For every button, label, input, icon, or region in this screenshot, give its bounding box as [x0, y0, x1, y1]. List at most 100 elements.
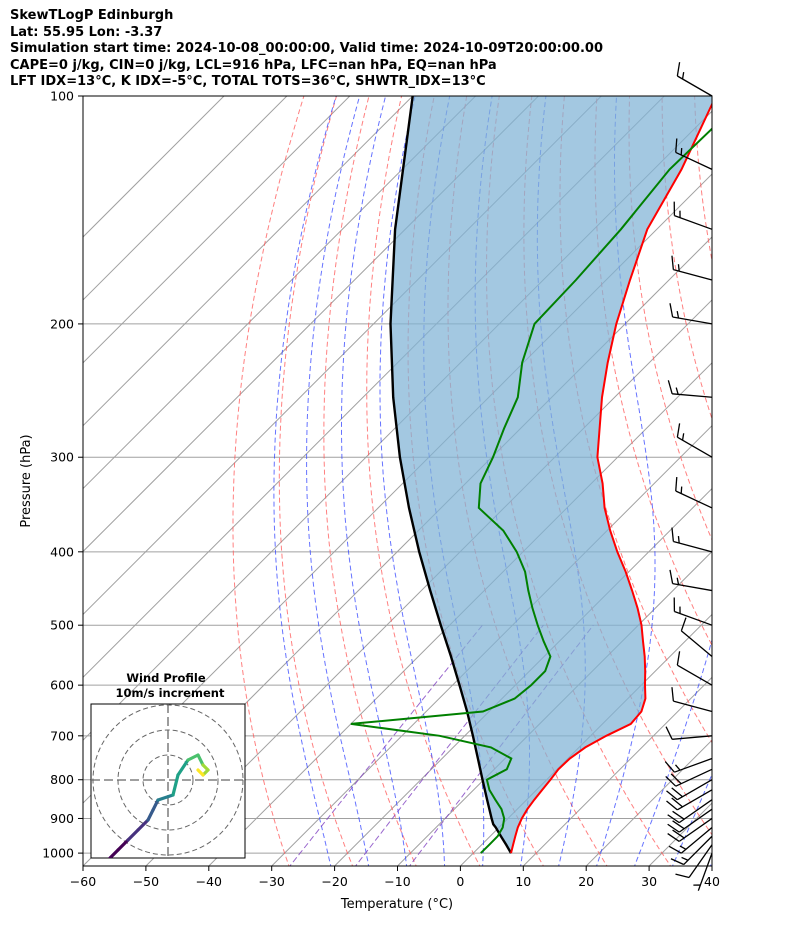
isotherm-line: [333, 487, 712, 866]
wind-barb-flag: [667, 823, 680, 833]
moist-adiabat: [671, 773, 712, 866]
moist-adiabat: [709, 861, 712, 866]
wind-barb-staff: [677, 664, 713, 686]
inset-subtitle: 10m/s increment: [116, 686, 225, 700]
wind-barb: [667, 380, 713, 398]
parcel-profile-line: [389, 96, 513, 854]
wind-barb-staff: [674, 215, 713, 230]
wind-barb: [675, 138, 713, 170]
wind-barb-flag: [667, 832, 680, 842]
wind-barb-flag: [665, 726, 673, 740]
hodograph-segment: [176, 758, 190, 777]
x-tick-label: −60: [70, 874, 96, 889]
wind-barb: [676, 651, 713, 686]
wind-barb: [665, 768, 713, 787]
wind-barb-staff: [672, 735, 713, 740]
wind-barb-flag: [664, 761, 675, 773]
wind-barb: [666, 789, 713, 811]
isotherm-line: [83, 96, 288, 301]
wind-barb-half-flag: [677, 264, 680, 272]
wind-barb: [666, 779, 713, 801]
wind-barb-staff: [677, 436, 713, 458]
wind-barb: [670, 835, 713, 866]
x-tick-label: −50: [133, 874, 159, 889]
wind-barb-flag: [669, 569, 674, 584]
wind-barb-flag: [672, 820, 685, 830]
isotherm-line: [83, 96, 225, 238]
wind-barb-staff: [674, 757, 713, 773]
wind-barb: [668, 826, 713, 854]
x-tick-label: 30: [641, 874, 657, 889]
y-tick-label: 800: [50, 772, 74, 787]
wind-barb-flag: [669, 303, 674, 318]
wind-barb: [667, 799, 713, 824]
wind-barb-flag: [676, 651, 681, 666]
stability-indices: LFT IDX=13°C, K IDX=-5°C, TOTAL TOTS=36°…: [10, 74, 486, 89]
wind-barb-half-flag: [681, 433, 685, 441]
wind-barb-staff: [675, 490, 713, 509]
wind-barb-flag: [668, 845, 682, 854]
wind-barb-staff: [680, 630, 713, 658]
wind-barb-flag: [666, 800, 678, 811]
hodograph-segment: [156, 793, 175, 802]
wind-barb-half-flag: [681, 71, 685, 80]
wind-barb: [664, 757, 713, 773]
moist-adiabat: [634, 638, 712, 866]
wind-barb-staff: [678, 817, 713, 842]
x-tick-label: −30: [259, 874, 285, 889]
hodograph-segment: [107, 848, 120, 858]
wind-barb-flag: [671, 687, 675, 702]
chart-header: SkewTLogP Edinburgh Lat: 55.95 Lon: -3.3…: [10, 8, 603, 91]
wind-barb-flag: [671, 787, 683, 798]
dry-adiabat: [594, 96, 712, 647]
moist-adiabat: [306, 96, 370, 866]
wind-barb-staff: [672, 582, 713, 592]
wind-barb-staff: [680, 826, 713, 854]
wind-barb-half-flag: [681, 856, 689, 861]
wind-barb-flag: [676, 423, 681, 438]
wind-barb-flag: [667, 380, 673, 394]
wind-barb-flag: [671, 255, 675, 270]
isotherm-line: [711, 865, 712, 866]
wind-barb-flag: [671, 797, 683, 808]
wind-barb-flag: [671, 527, 675, 542]
wind-barb: [676, 423, 713, 458]
parcel-temperature-area: [390, 96, 712, 854]
hodograph-segment: [126, 828, 140, 842]
y-tick-label: 300: [50, 450, 74, 465]
wind-barb-staff: [697, 852, 713, 891]
y-tick-label: 400: [50, 544, 74, 559]
isotherm-line: [648, 802, 712, 866]
wind-barb-staff: [688, 844, 713, 878]
simulation-times: Simulation start time: 2024-10-08_00:00:…: [10, 41, 603, 56]
wind-barb-half-flag: [676, 577, 680, 585]
x-tick-label: 20: [578, 874, 594, 889]
wind-barb-flag: [670, 773, 682, 785]
wind-barb-staff: [677, 789, 713, 811]
moist-adiabat: [273, 96, 337, 866]
inset-title: Wind Profile: [126, 671, 206, 685]
x-tick-label: 40: [704, 874, 720, 889]
dry-adiabat: [366, 96, 481, 866]
wind-barb-flag: [672, 829, 685, 839]
y-axis-label: Pressure (hPa): [19, 434, 34, 527]
wind-barb-staff: [673, 540, 713, 553]
temperature-line: [510, 101, 712, 854]
wind-barb-half-flag: [680, 486, 683, 494]
wind-barb: [667, 817, 713, 842]
wind-barb-staff: [673, 269, 713, 281]
wind-barb-staff: [673, 700, 713, 713]
wind-barb: [676, 62, 713, 97]
y-tick-label: 1000: [42, 846, 74, 861]
dry-adiabat: [232, 96, 305, 866]
x-axis-label: Temperature (°C): [340, 897, 453, 912]
wind-barb: [673, 201, 713, 230]
wind-barb: [693, 852, 713, 891]
wind-barb-half-flag: [680, 147, 683, 156]
wind-barb-staff: [674, 610, 713, 626]
x-tick-label: 0: [456, 874, 464, 889]
wind-barb-flag: [675, 477, 678, 492]
wind-barb-flag: [676, 62, 681, 77]
wind-barb: [671, 687, 713, 713]
